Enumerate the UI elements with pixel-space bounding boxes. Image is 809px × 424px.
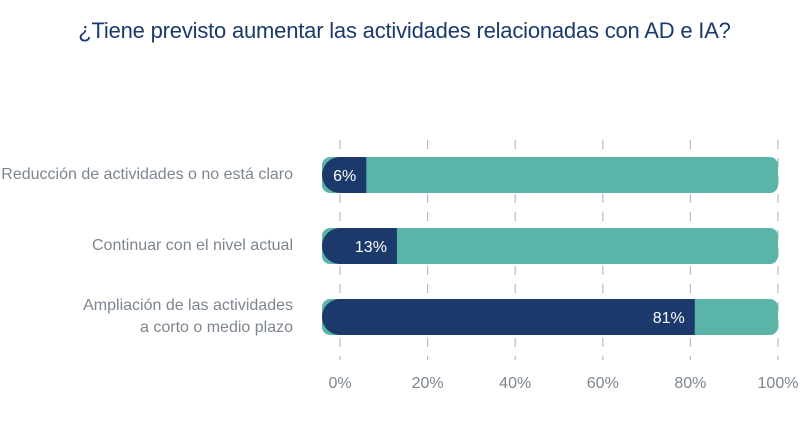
data-label: 6% (333, 168, 356, 185)
bar-remainder (322, 228, 778, 264)
category-label: Continuar con el nivel actual (0, 235, 293, 257)
x-tick-label: 0% (328, 375, 351, 392)
chart-title: ¿Tiene previsto aumentar las actividades… (78, 18, 731, 43)
category-label-line: Continuar con el nivel actual (91, 237, 293, 254)
category-label-line: Ampliación de las actividades (83, 297, 293, 314)
x-tick-label: 20% (412, 375, 444, 392)
x-tick-label: 40% (499, 375, 531, 392)
category-label: Ampliación de las actividades a corto o m… (0, 295, 293, 339)
bar (322, 157, 367, 193)
x-tick-label: 100% (758, 375, 799, 392)
bar (322, 228, 397, 264)
category-label: Reducción de actividades o no está claro (0, 164, 293, 186)
x-tick-label: 80% (674, 375, 706, 392)
bar (322, 299, 695, 335)
data-label: 13% (355, 239, 387, 256)
x-tick-label: 60% (587, 375, 619, 392)
category-label-line: a corto o medio plazo (140, 319, 293, 336)
category-label-line: Reducción de actividades o no está claro (1, 166, 293, 183)
bar-remainder (322, 157, 778, 193)
data-label: 81% (653, 310, 685, 327)
